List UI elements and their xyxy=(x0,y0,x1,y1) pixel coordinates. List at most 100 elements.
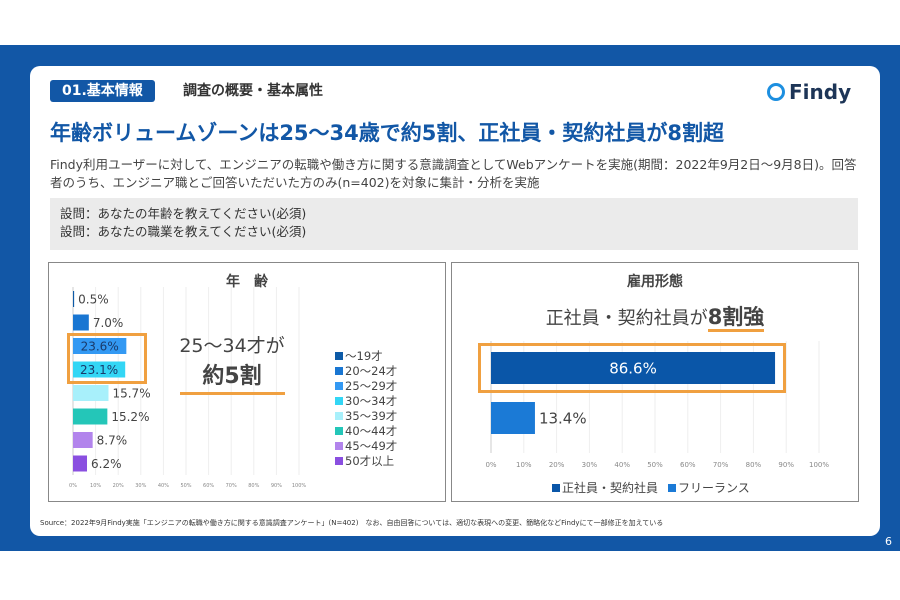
legend-label: 40〜44才 xyxy=(345,424,398,438)
legend-item: 20〜24才 xyxy=(335,364,397,379)
legend-item: 45〜49才 xyxy=(335,439,397,454)
x-tick-label: 50% xyxy=(647,461,663,469)
findy-logo: Findy xyxy=(767,80,851,104)
legend-label: 35〜39才 xyxy=(345,409,398,423)
x-tick-label: 20% xyxy=(113,483,124,489)
page-title: 年齢ボリュームゾーンは25〜34歳で約5割、正社員・契約社員が8割超 xyxy=(50,121,724,145)
data-label: 23.1% xyxy=(80,363,118,377)
bar xyxy=(73,408,108,425)
legend-swatch xyxy=(335,397,343,405)
data-label: 8.7% xyxy=(97,433,128,447)
callout-emphasis: 8割強 xyxy=(707,305,765,332)
x-tick-label: 50% xyxy=(180,483,191,489)
bar xyxy=(73,385,109,401)
x-tick-label: 0% xyxy=(485,461,496,469)
employment-chart: 0% 10% 20% 30% 40% 50% 60% 70% 80% 90% 100% 86.6% 13… xyxy=(485,341,829,469)
data-label: 6.2% xyxy=(91,457,122,471)
chart-title: 年 齢 xyxy=(226,274,268,290)
data-label: 86.6% xyxy=(609,359,657,377)
legend-item: フリーランス xyxy=(668,481,750,495)
legend-item: 25〜29才 xyxy=(335,379,397,394)
legend-swatch xyxy=(335,457,343,465)
legend-item: 30〜34才 xyxy=(335,394,397,409)
chart-title: 雇用形態 xyxy=(627,274,683,290)
bar xyxy=(73,338,127,354)
legend-label: フリーランス xyxy=(678,481,750,495)
bar xyxy=(491,352,776,384)
source-note: Source：2022年9月Findy実施「エンジニアの転職や働き方に関する意識… xyxy=(40,519,664,527)
employment-legend: 正社員・契約社員 フリーランス xyxy=(552,481,760,496)
underline xyxy=(179,392,285,395)
x-tick-label: 100% xyxy=(809,461,829,469)
data-label: 7.0% xyxy=(93,316,124,330)
x-tick-label: 70% xyxy=(713,461,729,469)
legend-label: 45〜49才 xyxy=(345,439,398,453)
legend-label: 正社員・契約社員 xyxy=(562,481,659,495)
legend-swatch xyxy=(335,367,343,375)
callout-prefix: 正社員・契約社員が xyxy=(545,308,708,329)
legend-swatch xyxy=(335,412,343,420)
legend-label: 25〜29才 xyxy=(345,379,398,393)
bar xyxy=(73,291,75,307)
legend-swatch xyxy=(335,382,343,390)
legend-swatch xyxy=(668,484,677,492)
callout-line1: 25〜34才が xyxy=(179,335,285,357)
highlight-box xyxy=(478,343,786,393)
legend-swatch xyxy=(335,427,343,435)
age-callout: 25〜34才が 約5割 xyxy=(169,331,295,395)
x-tick-label: 10% xyxy=(516,461,532,469)
x-tick-label: 80% xyxy=(248,483,259,489)
callout-line2: 約5割 xyxy=(202,364,262,389)
data-label: 15.2% xyxy=(111,410,149,424)
logo-text: Findy xyxy=(789,80,852,104)
legend-label: 30〜34才 xyxy=(345,394,398,408)
age-legend: 〜19才 20〜24才 25〜29才 30〜34才 35〜39才 40〜44才 45〜49才… xyxy=(335,349,397,469)
employment-chart-panel: 雇用形態 0% 10% 20% 30% 40% 50% 60% 70% 80% 90% 100% 86… xyxy=(451,262,859,502)
questions-box: 設問：あなたの年齢を教えてください(必須) 設問：あなたの職業を教えてください(… xyxy=(50,198,858,250)
x-tick-label: 30% xyxy=(135,483,146,489)
data-label: 23.6% xyxy=(81,339,119,353)
legend-item: 35〜39才 xyxy=(335,409,397,424)
highlight-box xyxy=(67,333,147,384)
legend-swatch xyxy=(335,352,343,360)
x-tick-label: 70% xyxy=(226,483,237,489)
legend-label: 〜19才 xyxy=(345,349,383,363)
x-tick-label: 40% xyxy=(158,483,169,489)
legend-item: 50才以上 xyxy=(335,454,397,469)
legend-item: 40〜44才 xyxy=(335,424,397,439)
data-label: 15.7% xyxy=(112,386,150,400)
x-tick-label: 30% xyxy=(582,461,598,469)
legend-item: 〜19才 xyxy=(335,349,397,364)
employment-callout: 正社員・契約社員が8割強 xyxy=(452,301,858,332)
age-chart-panel: 年 齢 0% 10% 20% 30% 40% 50% 60% 70% 80% 90% 100% 0.5… xyxy=(48,262,446,502)
x-tick-label: 90% xyxy=(271,483,282,489)
section-tag: 01.基本情報 xyxy=(50,80,155,102)
x-tick-label: 60% xyxy=(203,483,214,489)
x-tick-label: 0% xyxy=(69,483,77,489)
bar xyxy=(73,314,89,331)
legend-swatch xyxy=(552,484,560,492)
logo-icon xyxy=(767,83,785,101)
age-chart: 0% 10% 20% 30% 40% 50% 60% 70% 80% 90% 100% 0.5% 7.0… xyxy=(69,287,307,489)
legend-label: 20〜24才 xyxy=(345,364,398,378)
bar xyxy=(73,455,88,472)
section-subtitle: 調査の概要・基本属性 xyxy=(183,83,323,99)
x-tick-label: 10% xyxy=(90,483,101,489)
bar xyxy=(73,432,93,448)
x-tick-label: 20% xyxy=(549,461,565,469)
legend-swatch xyxy=(335,442,343,450)
question: 設問：あなたの職業を教えてください(必須) xyxy=(60,224,307,239)
x-tick-label: 90% xyxy=(778,461,794,469)
legend-item: 正社員・契約社員 xyxy=(552,481,658,495)
x-tick-label: 80% xyxy=(746,461,762,469)
bar xyxy=(491,402,535,434)
x-tick-label: 60% xyxy=(680,461,696,469)
question: 設問：あなたの年齢を教えてください(必須) xyxy=(60,206,307,221)
x-tick-label: 40% xyxy=(614,461,630,469)
x-tick-label: 100% xyxy=(292,483,307,489)
description: Findy利用ユーザーに対して、エンジニアの転職や働き方に関する意識調査としてW… xyxy=(50,157,857,190)
data-label: 0.5% xyxy=(78,292,109,306)
data-label: 13.4% xyxy=(539,409,587,427)
page-number: 6 xyxy=(885,535,892,548)
bar xyxy=(73,361,126,378)
